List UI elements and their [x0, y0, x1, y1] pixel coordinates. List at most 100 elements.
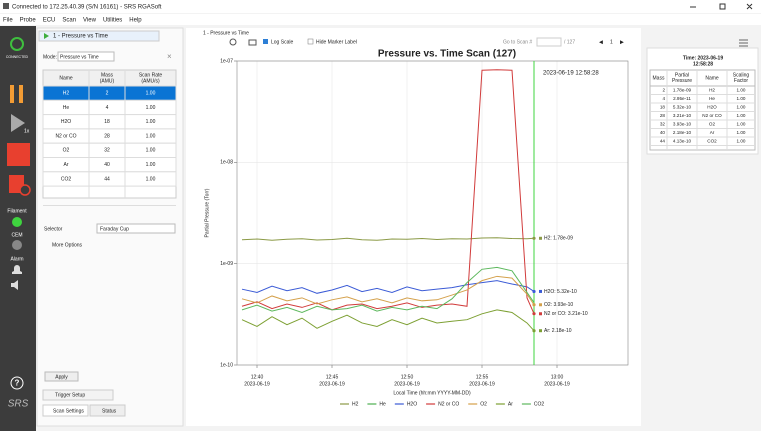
menu-item[interactable]: View [83, 18, 97, 24]
alarm-label: Alarm [10, 256, 23, 262]
y-tick-label: 1e-08 [220, 160, 233, 166]
menu-bar: File Probe ECU Scan View Utilities Help [0, 14, 761, 25]
marker-label-dot [539, 329, 542, 333]
menu-item[interactable]: Scan [62, 18, 76, 24]
chart: Pressure vs. Time Scan (127) Partial Pre… [204, 49, 629, 407]
marker-point [532, 236, 536, 240]
table-cell: 4 [106, 105, 109, 111]
trigger-label: Trigger Setup [55, 392, 85, 398]
column-header: Pressure [672, 78, 692, 84]
hide-marker-checkbox[interactable] [307, 38, 314, 45]
table-cell: Ar [64, 162, 69, 168]
x-tick-date: 2023-06-19 [244, 381, 270, 387]
more-options[interactable]: More Options [52, 242, 83, 248]
marker-time: 2023-06-19 12:58:28 [543, 71, 599, 77]
timer-icon [19, 184, 31, 196]
help-circle[interactable] [10, 376, 24, 390]
alarm-icon[interactable] [12, 265, 22, 274]
column-header: (AMU) [100, 78, 115, 84]
total-label: / 127 [564, 39, 575, 45]
column-header: Factor [734, 78, 749, 84]
menu-item[interactable]: Utilities [103, 18, 122, 24]
series-line [241, 309, 535, 332]
filament-indicator [12, 217, 22, 227]
legend-label: N2 or CO [438, 401, 459, 407]
marker-label-dot [539, 303, 542, 307]
column-header: Mass [101, 72, 113, 78]
table-cell: 1.00 [146, 176, 156, 182]
table-cell: 44 [104, 176, 110, 182]
column-header: Partial [675, 73, 689, 79]
legend-label: Ar [508, 401, 513, 407]
legend-label: H2 [352, 401, 359, 407]
menu-icon[interactable] [739, 39, 748, 47]
filament-label: Filament [7, 208, 27, 214]
mode-dropdown[interactable] [57, 51, 115, 62]
pause-bar[interactable] [19, 85, 23, 103]
fit-icon[interactable] [248, 39, 257, 46]
chart-title: Pressure vs. Time Scan (127) [378, 49, 516, 60]
connected-label: CONNECTED [6, 55, 29, 59]
column-header: Scan Rate [139, 72, 163, 78]
table-cell: 2 [106, 90, 109, 96]
table-cell: 1.00 [737, 104, 746, 109]
main-panel [186, 28, 641, 426]
x-tick-label: 12:40 [251, 374, 264, 380]
marker-point [532, 289, 536, 294]
table-cell: O2 [709, 121, 716, 126]
marker-label: Ar: 2.18e-10 [544, 328, 572, 334]
next-button[interactable]: ▶ [620, 39, 624, 45]
stop-button[interactable] [7, 143, 30, 166]
table-cell: 1.00 [737, 96, 746, 101]
series-line [241, 266, 535, 313]
column-header: (AMU/s) [141, 78, 160, 84]
table-cell: 1.78e-09 [673, 87, 692, 92]
cem-label: CEM [11, 232, 22, 238]
table-cell: 1.00 [737, 130, 746, 135]
table-cell: 1.00 [146, 105, 156, 111]
x-tick-label: 12:55 [476, 374, 489, 380]
left-tab[interactable] [38, 30, 160, 42]
window-controls[interactable] [690, 3, 753, 10]
log-scale-label: Log Scale [271, 39, 293, 45]
menu-item[interactable]: Help [129, 18, 142, 24]
trigger-button[interactable] [42, 389, 114, 401]
sound-icon[interactable] [11, 280, 18, 290]
table-cell: 18 [660, 104, 666, 109]
menu-item[interactable]: File [3, 18, 13, 24]
pause-bar[interactable] [10, 85, 14, 103]
column-header: Scaling [733, 73, 750, 79]
legend-label: H2O [407, 401, 417, 407]
table-row[interactable] [42, 171, 177, 187]
goto-input[interactable] [536, 37, 562, 47]
table-cell: He [63, 105, 70, 111]
legend-label: O2 [480, 401, 487, 407]
prev-button[interactable]: ◀ [599, 39, 603, 45]
y-axis-label: Partial Pressure (Torr) [204, 188, 210, 237]
log-checkbox[interactable] [263, 39, 268, 44]
menu-item[interactable]: Probe [20, 18, 37, 24]
status-tab[interactable] [89, 404, 126, 417]
table-cell: 5.32e-10 [673, 104, 692, 109]
table-cell: 2.95e-11 [673, 96, 691, 101]
apply-button[interactable] [44, 371, 79, 382]
selector-dropdown[interactable] [96, 223, 176, 234]
table-cell: N2 or CO [702, 113, 722, 118]
table-cell: 1.00 [146, 133, 156, 139]
table-cell: 1.00 [737, 121, 746, 126]
sidebar [0, 26, 36, 431]
marker-label: N2 or CO: 3.21e-10 [544, 311, 588, 317]
plot-frame [236, 60, 629, 366]
series-line [241, 275, 535, 306]
close-icon[interactable]: × [167, 52, 172, 61]
play-icon[interactable] [11, 114, 25, 132]
marker-point [532, 329, 536, 333]
menu-item[interactable]: ECU [43, 18, 56, 24]
scan-settings-tab[interactable] [42, 404, 89, 417]
connect-icon[interactable] [10, 37, 24, 51]
zoom-icon[interactable] [229, 38, 237, 46]
x-axis-label: Local Time (hh:mm YYYY-MM-DD) [393, 390, 471, 396]
marker-label: H2: 1.78e-09 [544, 236, 573, 242]
mode-label: Mode: [43, 54, 57, 60]
